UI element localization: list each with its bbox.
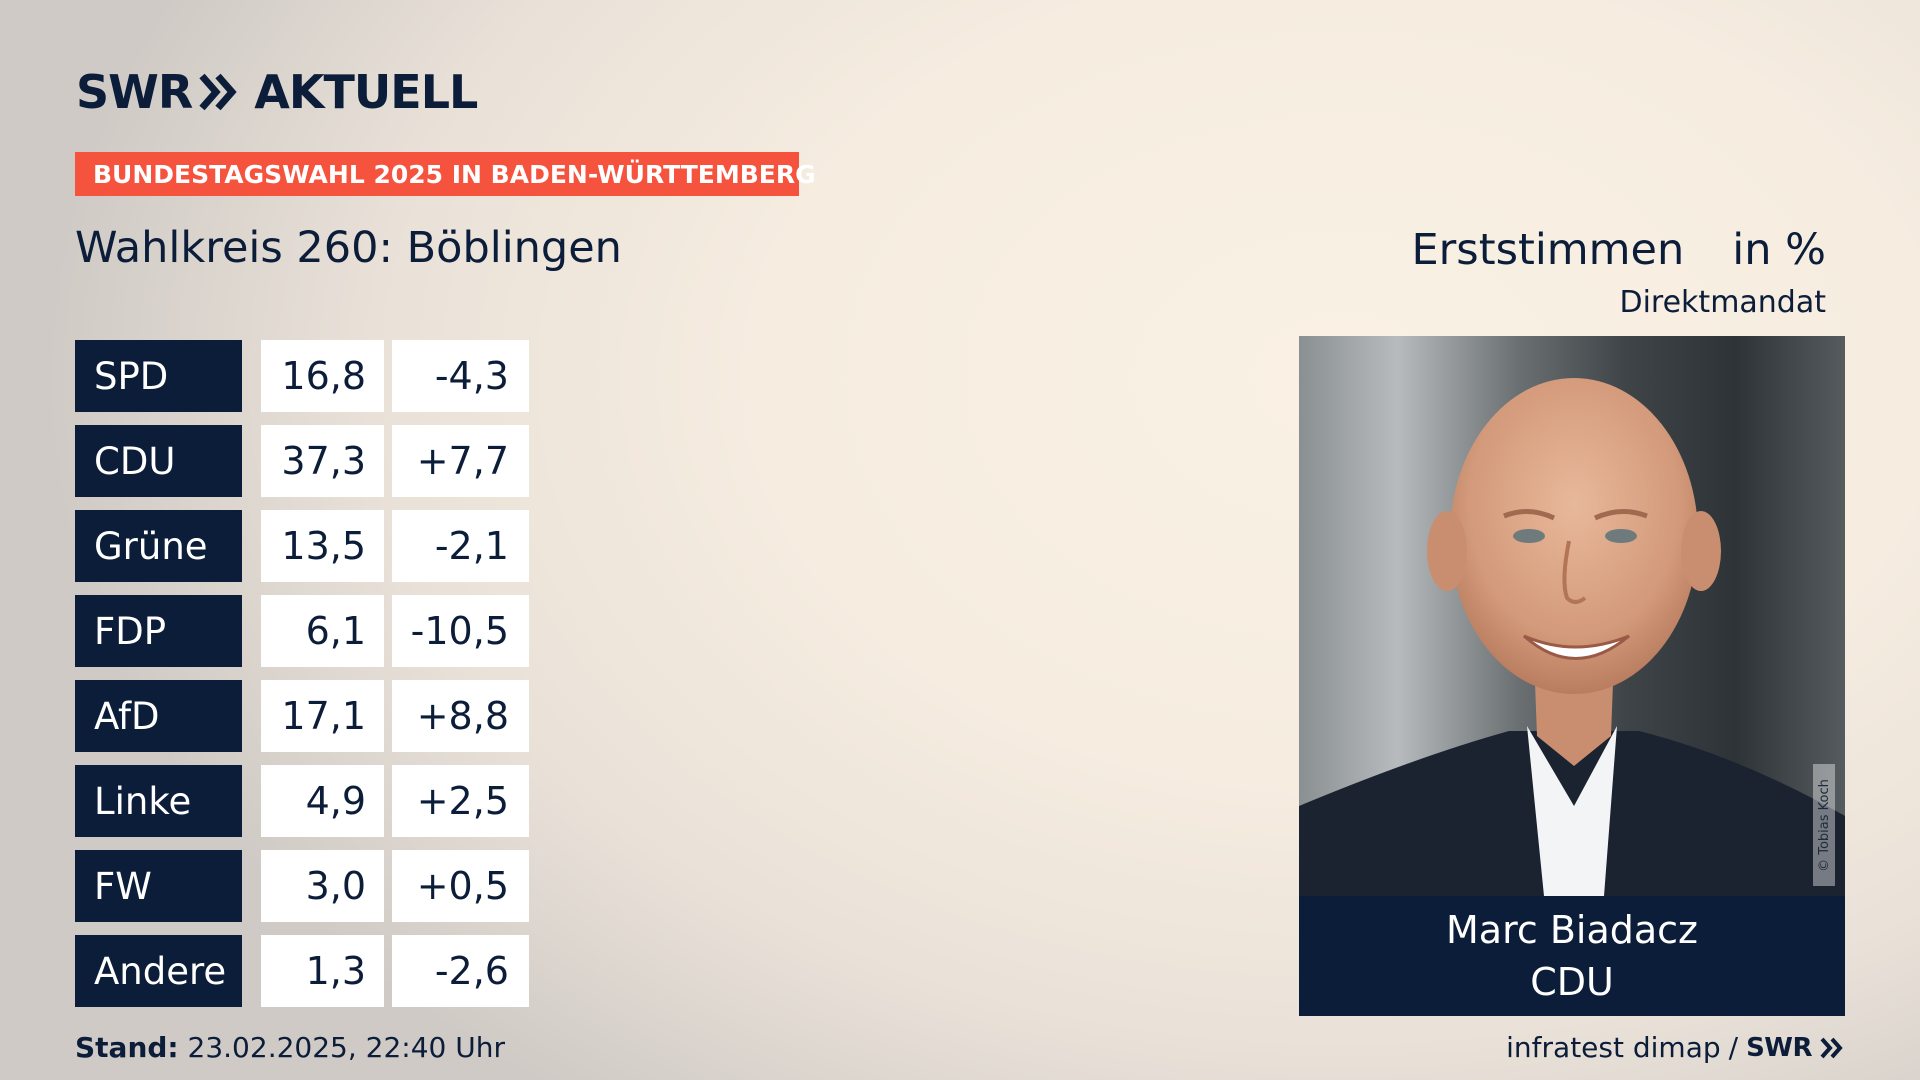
party-name: FDP [75, 595, 242, 667]
result-row: Linke 4,9 +2,5 [75, 765, 530, 837]
vote-share: 37,3 [261, 425, 384, 497]
swr-mini-chevron-icon [1820, 1037, 1843, 1059]
vote-change: -4,3 [392, 340, 529, 412]
candidate-party: CDU [1530, 960, 1614, 1004]
source-separator: / [1728, 1031, 1739, 1064]
results-table: SPD 16,8 -4,3 CDU 37,3 +7,7 Grüne 13,5 -2,1 FDP 6,… [75, 340, 530, 1008]
vote-share: 4,9 [261, 765, 384, 837]
result-row: Grüne 13,5 -2,1 [75, 510, 530, 582]
party-name: Linke [75, 765, 242, 837]
source-credit: infratest dimap / SWR [1506, 1028, 1844, 1068]
party-name: Andere [75, 935, 242, 1007]
election-banner: BUNDESTAGSWAHL 2025 IN BADEN-WÜRTTEMBERG [75, 152, 816, 196]
logo-swr-text: SWR [76, 65, 193, 119]
candidate-photo: © Tobias Koch [1299, 336, 1845, 896]
party-name: FW [75, 850, 242, 922]
result-row: Andere 1,3 -2,6 [75, 935, 530, 1007]
vote-share: 3,0 [261, 850, 384, 922]
result-row: FW 3,0 +0,5 [75, 850, 530, 922]
vote-share: 13,5 [261, 510, 384, 582]
vote-change: +2,5 [392, 765, 529, 837]
vote-change: -2,6 [392, 935, 529, 1007]
result-row: CDU 37,3 +7,7 [75, 425, 530, 497]
candidate-portrait [1299, 378, 1845, 896]
party-name: AfD [75, 680, 242, 752]
photo-credit-text: © Tobias Koch [1816, 778, 1832, 872]
party-name: SPD [75, 340, 242, 412]
vote-share: 6,1 [261, 595, 384, 667]
party-name: Grüne [75, 510, 242, 582]
stand-label: Stand: [75, 1031, 179, 1064]
vote-share: 16,8 [261, 340, 384, 412]
votes-header: Erststimmen in % [1411, 220, 1826, 280]
vote-share: 17,1 [261, 680, 384, 752]
vote-change: +7,7 [392, 425, 529, 497]
vote-share: 1,3 [261, 935, 384, 1007]
votes-type-label: Erststimmen [1411, 225, 1685, 275]
vote-change: -10,5 [392, 595, 529, 667]
vote-change: -2,1 [392, 510, 529, 582]
swr-mini-logo-text: SWR [1746, 1033, 1812, 1063]
party-name: CDU [75, 425, 242, 497]
direct-mandate-label: Direktmandat [1619, 285, 1826, 320]
constituency-title: Wahlkreis 260: Böblingen [75, 223, 622, 273]
swr-aktuell-logo: SWR AKTUELL [76, 65, 478, 119]
vote-change: +8,8 [392, 680, 529, 752]
unit-label: in % [1732, 225, 1826, 275]
vote-change: +0,5 [392, 850, 529, 922]
source-text: infratest dimap [1506, 1031, 1721, 1064]
photo-credit: © Tobias Koch [1813, 764, 1835, 886]
candidate-caption: Marc Biadacz CDU [1299, 896, 1845, 1016]
double-chevron-icon [199, 73, 237, 111]
stand-value: 23.02.2025, 22:40 Uhr [187, 1031, 505, 1064]
logo-aktuell-text: AKTUELL [254, 65, 478, 119]
result-row: AfD 17,1 +8,8 [75, 680, 530, 752]
result-row: FDP 6,1 -10,5 [75, 595, 530, 667]
candidate-name: Marc Biadacz [1446, 908, 1698, 952]
timestamp: Stand: 23.02.2025, 22:40 Uhr [75, 1028, 505, 1068]
result-row: SPD 16,8 -4,3 [75, 340, 530, 412]
